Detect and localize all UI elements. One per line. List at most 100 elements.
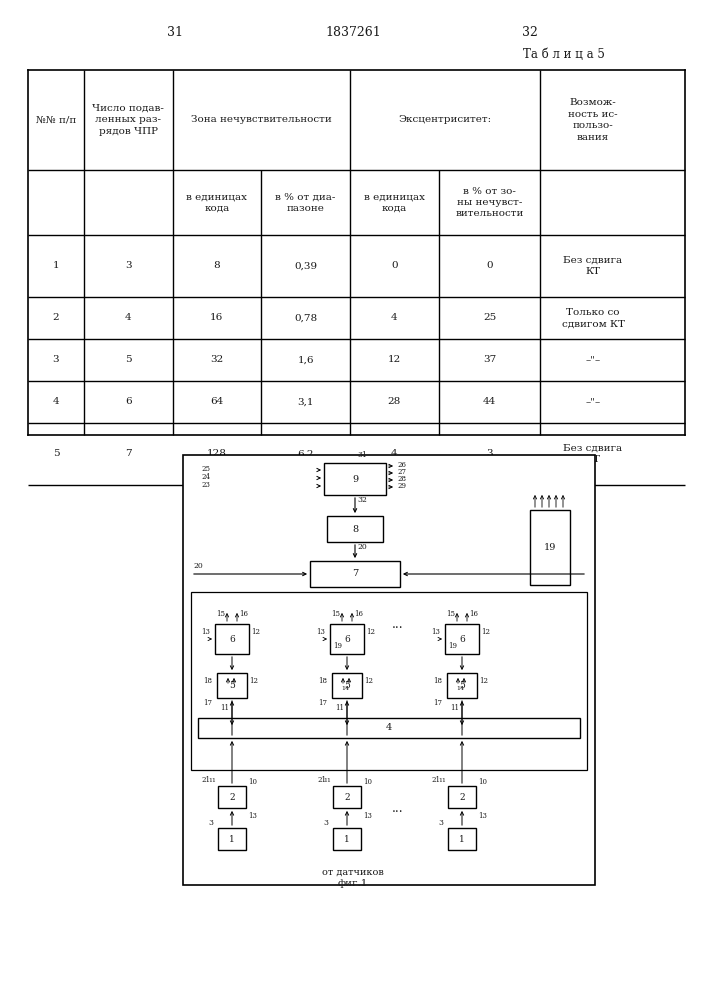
Text: 6: 6 <box>229 635 235 644</box>
Text: 1: 1 <box>459 834 465 844</box>
Text: 15: 15 <box>331 610 340 618</box>
Text: 6: 6 <box>344 635 350 644</box>
Text: 20: 20 <box>357 543 367 551</box>
Text: 1,6: 1,6 <box>298 356 314 364</box>
Bar <box>324 463 386 495</box>
Text: 31: 31 <box>357 451 367 459</box>
Text: 7: 7 <box>125 450 132 458</box>
Text: 5: 5 <box>125 356 132 364</box>
Text: 21: 21 <box>432 776 441 784</box>
Text: 128: 128 <box>207 450 227 458</box>
Text: 0: 0 <box>391 261 397 270</box>
Text: 21: 21 <box>317 776 326 784</box>
Text: 0,78: 0,78 <box>294 314 317 322</box>
Text: 15: 15 <box>216 610 225 618</box>
Bar <box>310 561 400 587</box>
Text: 0: 0 <box>486 261 493 270</box>
Text: 3,1: 3,1 <box>298 397 314 406</box>
Text: 11: 11 <box>220 704 229 712</box>
Text: 1: 1 <box>344 834 350 844</box>
Text: 18: 18 <box>318 677 327 685</box>
Text: 4: 4 <box>391 314 397 322</box>
Text: ...: ... <box>392 617 404 631</box>
Text: 1837261: 1837261 <box>325 25 381 38</box>
Bar <box>217 673 247 698</box>
Text: 32: 32 <box>357 496 367 504</box>
Text: 19: 19 <box>448 642 457 650</box>
Text: 17: 17 <box>203 699 212 707</box>
Bar <box>333 828 361 850</box>
Text: 18: 18 <box>203 677 212 685</box>
Text: 13: 13 <box>201 628 210 636</box>
Text: Только со
сдвигом КТ: Только со сдвигом КТ <box>561 308 624 328</box>
Text: 10: 10 <box>363 778 372 786</box>
Text: 12: 12 <box>364 677 373 685</box>
Text: 8: 8 <box>352 524 358 534</box>
Bar <box>333 786 361 808</box>
Text: 6,2: 6,2 <box>298 450 314 458</box>
Text: 2: 2 <box>459 792 464 802</box>
Text: 16: 16 <box>210 314 223 322</box>
Text: 21: 21 <box>202 776 211 784</box>
Bar <box>218 828 246 850</box>
Text: –"–: –"– <box>585 397 601 406</box>
Text: 5: 5 <box>229 681 235 690</box>
Text: 29: 29 <box>398 482 407 490</box>
Text: 11: 11 <box>323 778 331 782</box>
Text: 27: 27 <box>398 468 407 476</box>
Text: 32: 32 <box>210 356 223 364</box>
Bar <box>198 718 580 738</box>
Text: фиг.1: фиг.1 <box>338 880 368 888</box>
Text: 28: 28 <box>398 475 407 483</box>
Text: Эксцентриситет:: Эксцентриситет: <box>399 115 492 124</box>
Text: 12: 12 <box>251 628 260 636</box>
Text: ...: ... <box>392 802 404 814</box>
Text: 13: 13 <box>363 812 372 820</box>
Text: 8: 8 <box>214 261 220 270</box>
Bar <box>448 828 476 850</box>
Text: 23: 23 <box>201 481 210 489</box>
Text: 6: 6 <box>125 397 132 406</box>
Bar <box>530 510 570 585</box>
Text: 0,39: 0,39 <box>294 261 317 270</box>
Text: 25: 25 <box>483 314 496 322</box>
Text: 1: 1 <box>229 834 235 844</box>
Text: №№ п/п: №№ п/п <box>36 115 76 124</box>
Text: 3: 3 <box>323 819 328 827</box>
Text: 11: 11 <box>208 778 216 782</box>
Text: 16: 16 <box>354 610 363 618</box>
Text: –"–: –"– <box>585 356 601 364</box>
Text: 18: 18 <box>433 677 442 685</box>
Text: 24: 24 <box>201 473 210 481</box>
Text: 12: 12 <box>481 628 490 636</box>
Text: 14: 14 <box>456 686 464 690</box>
Text: 4: 4 <box>386 724 392 732</box>
Text: 11: 11 <box>450 704 459 712</box>
Text: 1: 1 <box>52 261 59 270</box>
Bar <box>183 455 595 885</box>
Text: 5: 5 <box>52 450 59 458</box>
Text: 13: 13 <box>431 628 440 636</box>
Text: Без сдвига
КТ: Без сдвига КТ <box>563 256 623 276</box>
Text: 19: 19 <box>544 543 556 552</box>
Text: в % от диа-
пазоне: в % от диа- пазоне <box>276 192 336 213</box>
Text: 44: 44 <box>483 397 496 406</box>
Text: 3: 3 <box>52 356 59 364</box>
Text: 9: 9 <box>352 475 358 484</box>
Text: 26: 26 <box>398 461 407 469</box>
Text: 4: 4 <box>52 397 59 406</box>
Text: 5: 5 <box>344 681 350 690</box>
Text: 16: 16 <box>469 610 478 618</box>
Text: 2: 2 <box>52 314 59 322</box>
Text: 13: 13 <box>478 812 487 820</box>
Bar <box>445 624 479 654</box>
Text: в % от зо-
ны нечувст-
вительности: в % от зо- ны нечувст- вительности <box>455 187 524 218</box>
Bar <box>327 516 383 542</box>
Text: 2: 2 <box>229 792 235 802</box>
Text: Возмож-
ность ис-
пользо-
вания: Возмож- ность ис- пользо- вания <box>568 98 618 142</box>
Text: 3: 3 <box>486 450 493 458</box>
Bar <box>218 786 246 808</box>
Text: Число подав-
ленных раз-
рядов ЧПР: Число подав- ленных раз- рядов ЧПР <box>92 104 164 136</box>
Text: 5: 5 <box>459 681 465 690</box>
Text: 64: 64 <box>210 397 223 406</box>
